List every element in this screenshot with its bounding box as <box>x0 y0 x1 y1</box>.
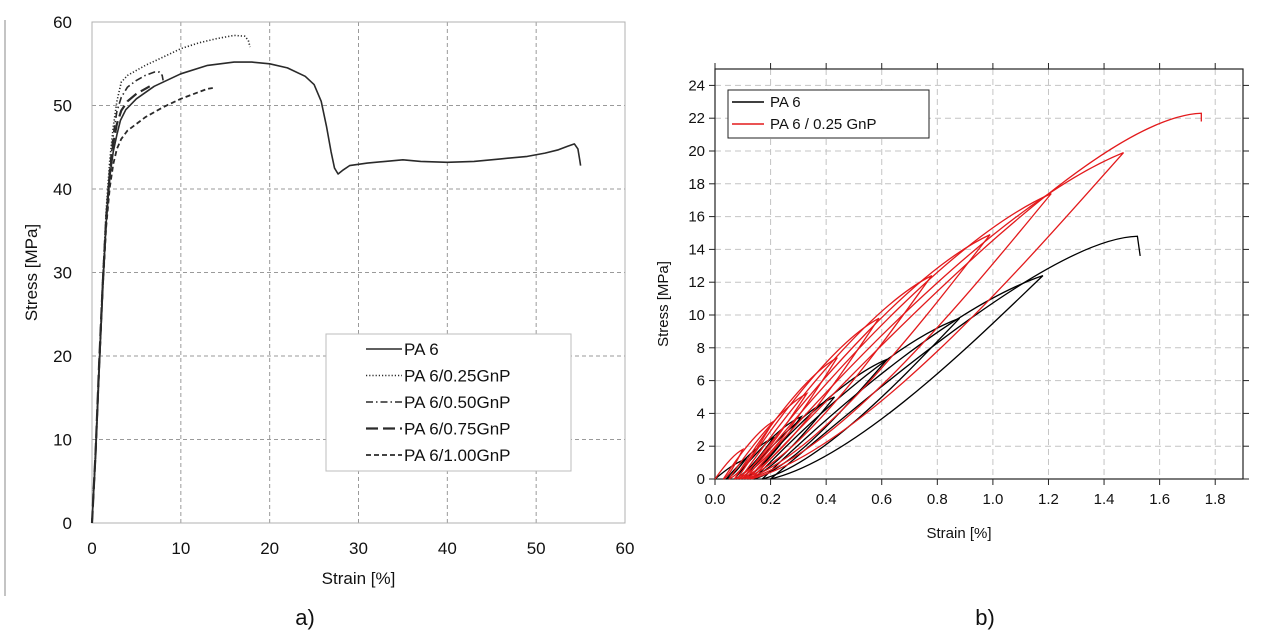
x-tick-label: 1.2 <box>1038 491 1059 508</box>
series-line-1 <box>91 61 582 524</box>
x-tick-label: 30 <box>349 539 368 558</box>
legend-label: PA 6/0.25GnP <box>404 367 510 386</box>
y-tick-label: 40 <box>53 180 72 199</box>
legend-label: PA 6/0.75GnP <box>404 420 510 439</box>
y-tick-label: 16 <box>688 209 705 226</box>
y-tick-label: 10 <box>688 307 705 324</box>
y-tick-label: 20 <box>688 143 705 160</box>
x-tick-label: 0 <box>87 539 96 558</box>
series-2-loop-1 <box>714 448 745 480</box>
y-tick-label: 14 <box>688 241 705 258</box>
series-2-loop-7 <box>742 234 991 480</box>
legend-label: PA 6/0.50GnP <box>404 393 510 412</box>
x-tick-label: 1.6 <box>1149 491 1170 508</box>
x-tick-label: 0.8 <box>927 491 948 508</box>
x-tick-label: 40 <box>438 539 457 558</box>
panel-label-a: a) <box>295 605 315 630</box>
x-tick-label: 20 <box>260 539 279 558</box>
series-2-final-curve <box>750 112 1202 480</box>
x-tick-label: 1.4 <box>1094 491 1115 508</box>
x-tick-label: 0.6 <box>871 491 892 508</box>
y-tick-label: 8 <box>697 340 705 357</box>
y-tick-label: 0 <box>63 514 72 533</box>
y-tick-label: 60 <box>53 13 72 32</box>
x-tick-label: 0.4 <box>816 491 837 508</box>
series-line-5 <box>91 87 213 524</box>
y-tick-label: 10 <box>53 431 72 450</box>
legend-label: PA 6 / 0.25 GnP <box>770 116 876 133</box>
series-line-4 <box>90 85 151 524</box>
legend-label: PA 6 <box>770 94 801 111</box>
series-2-loop-4 <box>733 357 838 480</box>
series-2-loop-9 <box>747 152 1124 480</box>
x-tick-label: 50 <box>527 539 546 558</box>
legend-label: PA 6 <box>404 340 439 359</box>
plot-area <box>714 68 1244 480</box>
y-axis-label: Stress [MPa] <box>22 224 41 321</box>
y-tick-label: 12 <box>688 274 705 291</box>
chart-b: 0.0 0.2 0.4 0.6 0.8 1.0 1.2 1.4 1.6 1.80246810121… <box>655 63 1249 630</box>
y-tick-label: 6 <box>697 373 705 390</box>
legend-box <box>727 89 930 139</box>
y-tick-label: 24 <box>688 77 705 94</box>
y-tick-label: 30 <box>53 264 72 283</box>
y-tick-label: 22 <box>688 110 705 127</box>
series-2-loop-8 <box>745 193 1052 480</box>
legend-label: PA 6/1.00GnP <box>404 446 510 465</box>
plot-area <box>91 21 626 524</box>
y-tick-label: 20 <box>53 347 72 366</box>
panel-label-b: b) <box>975 605 995 630</box>
series-2-loop-3 <box>728 392 809 480</box>
x-tick-label: 1.8 <box>1205 491 1226 508</box>
x-axis-label: Strain [%] <box>322 569 396 588</box>
x-tick-label: 1.0 <box>982 491 1003 508</box>
y-tick-label: 2 <box>697 438 705 455</box>
series-1-loop-7 <box>761 275 1044 480</box>
series-line-2 <box>91 34 251 524</box>
y-tick-label: 18 <box>688 176 705 193</box>
series-1-final-curve <box>770 235 1141 480</box>
x-tick-label: 60 <box>616 539 635 558</box>
x-tick-label: 0.0 <box>705 491 726 508</box>
x-axis-label: Strain [%] <box>926 525 991 542</box>
y-tick-label: 50 <box>53 97 72 116</box>
x-tick-label: 0.2 <box>760 491 781 508</box>
y-tick-label: 4 <box>697 405 705 422</box>
x-tick-label: 10 <box>171 539 190 558</box>
y-tick-label: 0 <box>697 471 705 488</box>
y-axis-label: Stress [MPa] <box>655 261 672 347</box>
series-2-loop-6 <box>739 275 933 480</box>
chart-a: 0 10 20 30 40 50 60 0 10 20 30 40 50 60 Strain [%] Stre… <box>4 13 635 630</box>
